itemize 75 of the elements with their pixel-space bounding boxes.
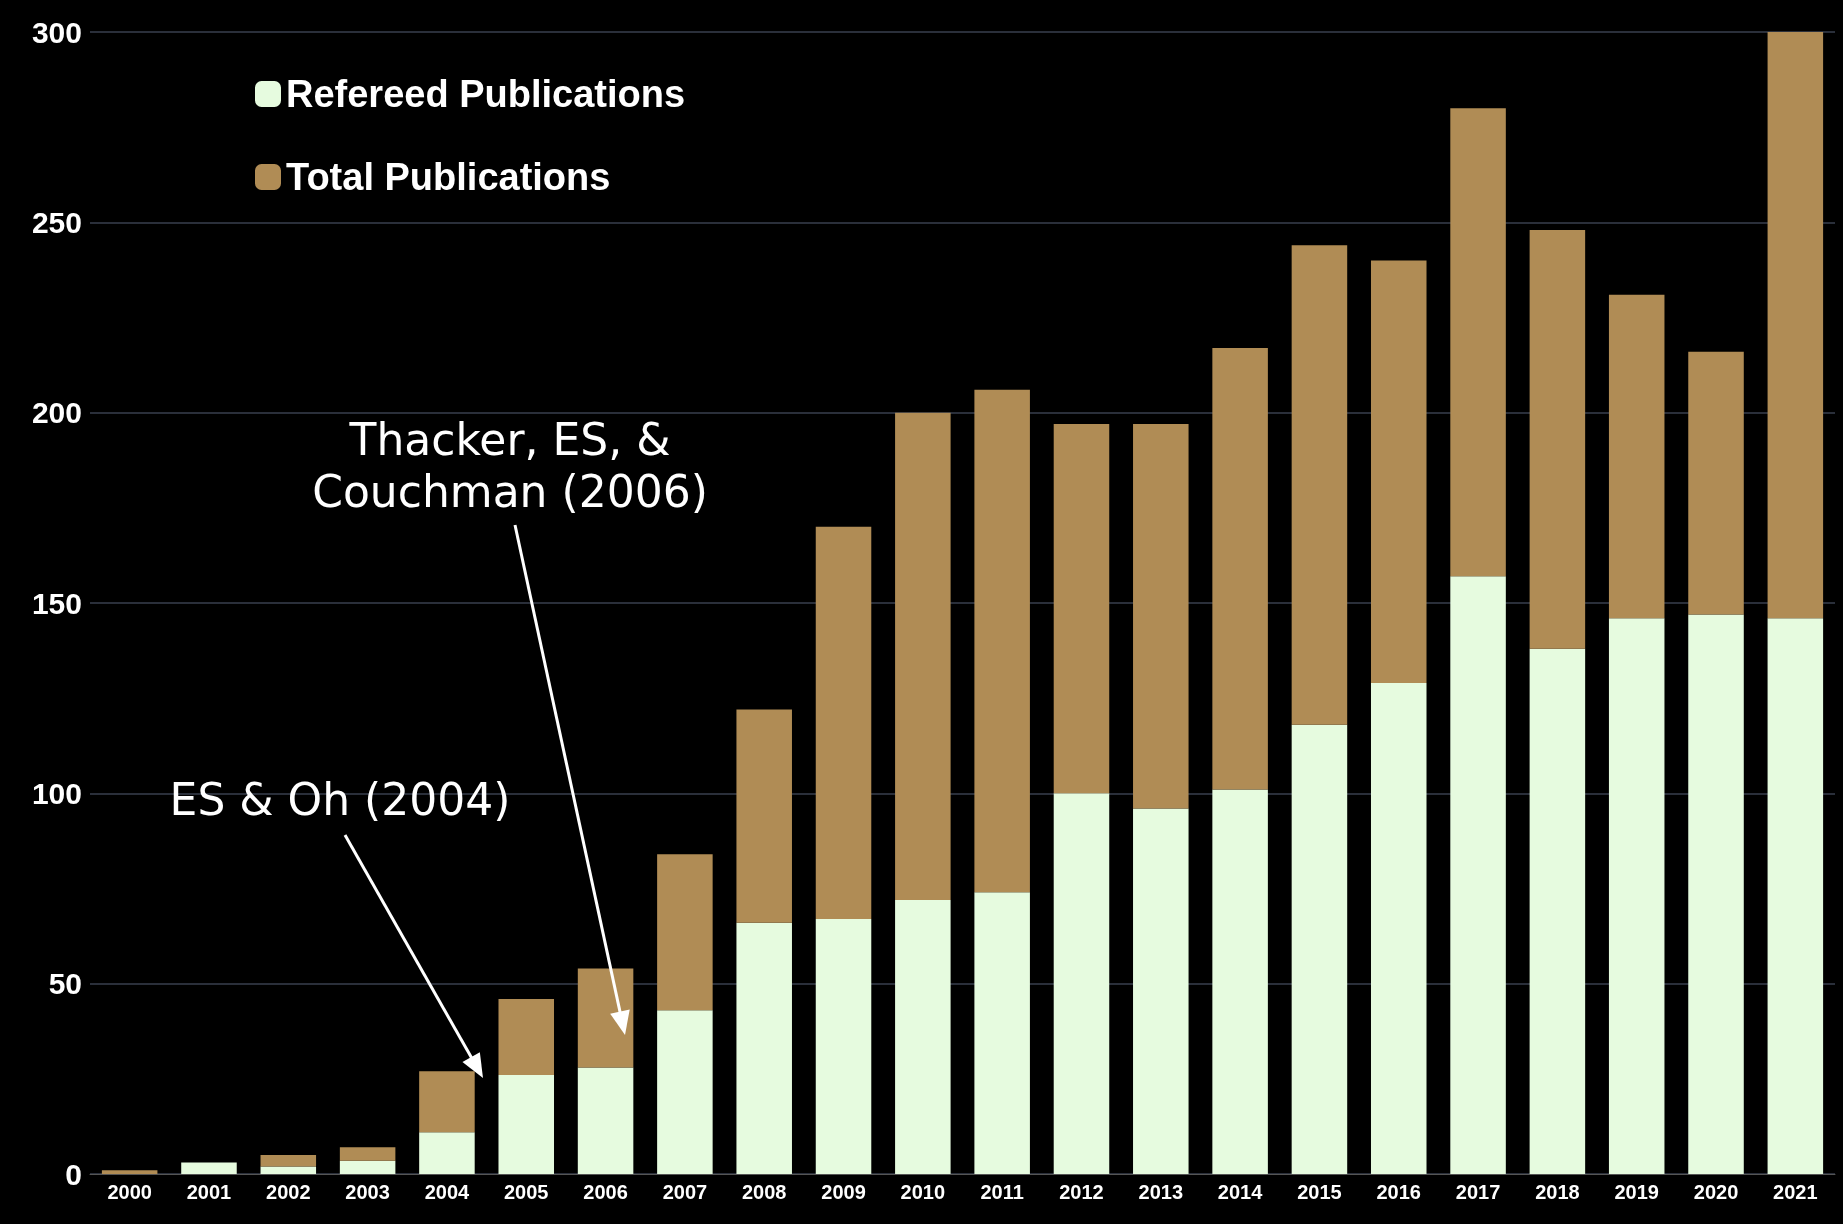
y-tick-label: 0 (65, 1157, 82, 1191)
bar (736, 709, 792, 923)
x-tick-label: 2002 (266, 1181, 311, 1203)
x-tick-label: 2011 (980, 1181, 1024, 1203)
bar (1370, 682, 1427, 1174)
bar (1291, 245, 1348, 725)
y-tick-label: 150 (31, 586, 82, 620)
bar (657, 854, 713, 1011)
x-tick-label: 2004 (424, 1181, 471, 1203)
x-tick-label: 2019 (1614, 1181, 1659, 1203)
legend-label: Total Publications (286, 156, 611, 198)
bar (181, 1162, 237, 1174)
x-tick-label: 2008 (741, 1181, 787, 1203)
bar (895, 412, 951, 900)
bar (974, 892, 1030, 1174)
bar (1767, 618, 1824, 1174)
annotation: Thacker, ES, & Couchman (2006) (312, 414, 708, 517)
x-tick-label: 2017 (1455, 1181, 1501, 1203)
bar (1529, 229, 1586, 649)
bar (974, 389, 1030, 893)
x-tick-label: 2007 (662, 1181, 708, 1203)
x-tick-label: 2021 (1773, 1181, 1818, 1203)
bar (1133, 808, 1189, 1174)
x-tick-label: 2003 (345, 1181, 390, 1203)
bar (498, 998, 555, 1076)
bar (339, 1147, 396, 1161)
bar (260, 1166, 317, 1174)
x-tick-label: 2010 (900, 1181, 946, 1203)
bar (1529, 648, 1586, 1174)
x-tick-label: 2018 (1535, 1181, 1580, 1203)
bar (577, 968, 634, 1068)
legend-label: Refereed Publications (286, 73, 686, 115)
bar (815, 526, 872, 919)
x-tick-label: 2001 (186, 1181, 232, 1203)
bar (815, 918, 872, 1174)
x-tick-label: 2012 (1059, 1181, 1104, 1203)
y-tick-label: 250 (31, 205, 82, 239)
bar (1133, 424, 1189, 809)
annotation: ES & Oh (2004) (169, 774, 511, 825)
bar (260, 1154, 317, 1167)
x-tick-label: 2006 (583, 1181, 628, 1203)
x-tick-label: 2015 (1297, 1181, 1342, 1203)
bar (1212, 347, 1268, 790)
bar (895, 899, 951, 1174)
bar (339, 1160, 396, 1174)
x-tick-label: 2014 (1217, 1181, 1264, 1203)
bar (1608, 294, 1665, 619)
bar (736, 922, 792, 1174)
y-tick-label: 300 (31, 15, 82, 49)
bar (657, 1010, 713, 1174)
y-tick-label: 50 (48, 967, 82, 1001)
x-tick-label: 2013 (1138, 1181, 1184, 1203)
bar (1053, 793, 1110, 1174)
bar (577, 1067, 634, 1174)
bar (1450, 108, 1506, 577)
x-tick-label: 2005 (504, 1181, 549, 1203)
bar (1608, 618, 1665, 1174)
bar (1767, 32, 1824, 619)
x-tick-label: 2009 (821, 1181, 866, 1203)
bar (1212, 789, 1268, 1174)
bar (1450, 576, 1506, 1174)
bar (419, 1132, 475, 1174)
bar (1688, 614, 1744, 1174)
bar (1688, 351, 1744, 615)
bar (1053, 424, 1110, 794)
bar (101, 1170, 158, 1174)
bar (1291, 724, 1348, 1174)
bar (419, 1071, 475, 1133)
bar (498, 1075, 555, 1174)
x-tick-label: 2016 (1376, 1181, 1421, 1203)
y-tick-label: 100 (31, 776, 82, 810)
x-tick-label: 2020 (1693, 1181, 1739, 1203)
x-tick-label: 2000 (107, 1181, 152, 1203)
bar (1370, 260, 1427, 683)
y-tick-label: 200 (31, 396, 82, 430)
